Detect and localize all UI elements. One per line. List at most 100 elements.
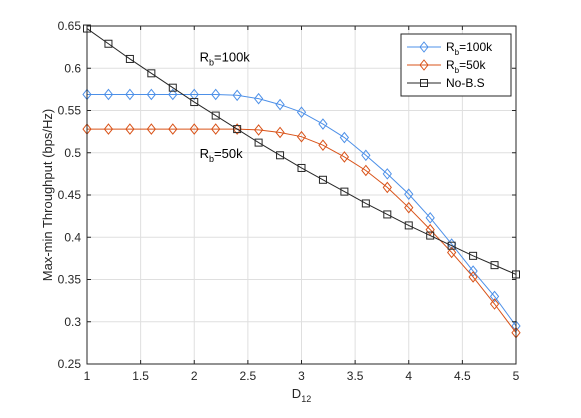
legend-label-main: No-B.S [446,76,485,90]
data-point [103,88,114,101]
legend-item: Rb=50k [407,58,486,75]
data-point [211,123,221,135]
data-point [339,151,350,163]
data-point [125,123,135,135]
legend-label-main: R [446,58,455,72]
data-point [104,39,113,48]
data-point [189,88,199,101]
data-point [125,88,135,101]
x-tick-label: 4.5 [454,369,471,383]
x-axis-label-sub: 12 [301,394,311,404]
data-point [296,106,307,118]
data-point [361,164,371,177]
data-point [361,149,371,162]
data-point [211,111,220,120]
annotation-sub: b [209,57,214,67]
data-point [254,138,263,147]
data-point [404,221,413,230]
data-point [383,210,392,219]
data-point [318,175,327,184]
data-point [447,241,456,250]
legend-label-sub: b [455,66,460,75]
series-1 [82,123,521,339]
annotation-main: R [200,146,209,161]
legend-marker [419,59,429,71]
legend-label: Rb=100k [446,40,493,57]
y-tick-label: 0.5 [64,146,81,160]
data-point [339,131,350,144]
data-point [253,92,264,105]
y-tick-label: 0.55 [58,104,82,118]
x-tick-label: 3.5 [347,369,364,383]
y-tick-label: 0.6 [64,61,81,75]
series-line [87,128,517,334]
x-axis-label: D12 [292,386,311,404]
annotation-main: R [200,49,209,64]
y-tick-label: 0.45 [58,188,82,202]
y-tick-label: 0.35 [58,273,82,287]
data-point [189,123,199,135]
data-point [297,163,306,172]
data-point [296,130,307,143]
series-line [86,28,517,275]
data-point [489,298,500,310]
x-tick-label: 3 [298,369,305,383]
data-point [253,124,264,136]
annotation-label: Rb=100k [200,49,251,67]
legend-label-tail: =100k [459,40,493,54]
data-point [469,251,478,260]
data-point [211,88,221,101]
x-tick-label: 2.5 [240,369,257,383]
data-point [168,83,177,92]
y-tick-label: 0.25 [58,357,82,371]
data-point [103,123,114,135]
annotation-label: Rb=50k [200,146,243,164]
x-tick-label: 1.5 [132,369,149,383]
legend-label: Rb=50k [446,58,486,75]
legend-label-sub: b [455,48,460,57]
y-tick-label: 0.65 [58,19,82,33]
legend-label: No-B.S [446,76,485,90]
data-point [168,88,178,101]
x-tick-label: 4 [405,369,412,383]
legend-label-main: R [446,40,455,54]
legend-item: Rb=100k [407,40,493,57]
series-0 [82,88,521,332]
annotation-tail: =50k [214,146,243,161]
x-tick-label: 5 [513,369,520,383]
legend-label-tail: =50k [459,58,486,72]
data-point [275,98,285,111]
data-point [146,88,156,101]
data-point [404,188,414,200]
y-axis-ticks: 0.25 0.3 0.35 0.4 0.45 0.5 0.55 0.6 0.65 [58,19,516,371]
data-point [425,223,435,236]
x-axis-label-main: D [292,386,301,401]
y-tick-label: 0.4 [64,230,81,244]
data-point [468,271,478,283]
data-point [382,168,392,180]
data-point [425,212,435,224]
data-point [232,89,242,102]
x-tick-label: 2 [191,369,198,383]
data-point [382,181,392,194]
data-point [361,199,370,208]
data-point [468,265,478,277]
series-line [87,93,517,327]
data-point [404,201,414,214]
data-point [340,187,349,196]
legend-item: No-B.S [407,76,485,90]
data-point [276,151,285,160]
y-axis-label: Max-min Throughput (bps/Hz) [40,109,55,281]
data-point [233,125,242,134]
data-point [490,261,499,270]
data-point [275,126,285,139]
data-point [318,118,328,130]
annotation-tail: =100k [214,49,250,64]
data-point [125,54,134,63]
data-point [447,246,457,259]
x-axis-ticks: 1 1.5 2 2.5 3 3.5 4 4.5 5 [84,26,520,383]
data-point [426,231,435,240]
data-point [147,69,156,78]
